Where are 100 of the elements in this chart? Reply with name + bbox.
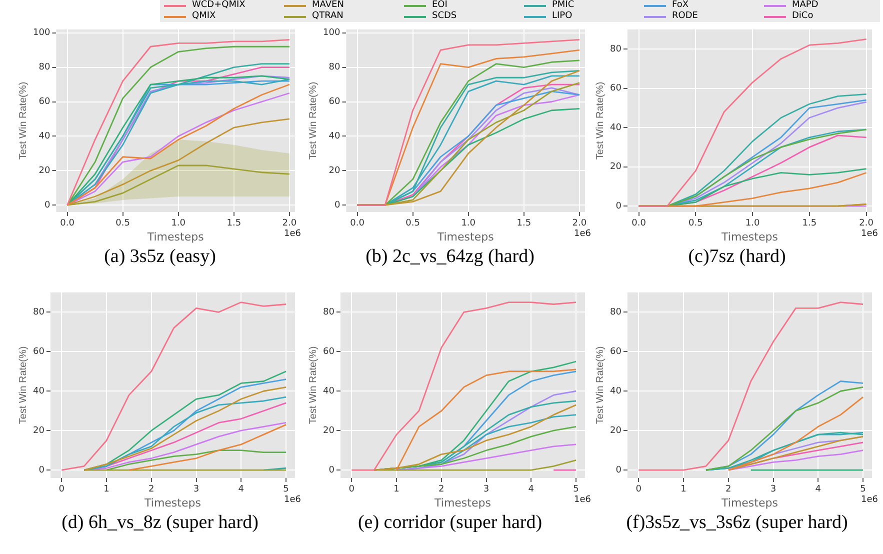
y-tick-label: 0	[334, 200, 340, 210]
x-tick-label: 2.0	[859, 218, 874, 229]
text: 1e6	[574, 228, 592, 239]
y-tick-label: 40	[33, 386, 45, 396]
y-axis-title: Test Win Rate(%)	[308, 82, 319, 160]
x-tick-label: 0.5	[406, 218, 420, 229]
text: 1e6	[284, 228, 302, 239]
y-axis-title: Test Win Rate(%)	[18, 82, 29, 160]
x-tick-label: 2.0	[572, 218, 587, 229]
x-tick-label: 1.5	[802, 218, 817, 229]
x-tick-label: 3	[770, 484, 776, 495]
text: 1e6	[284, 494, 302, 505]
x-axis-title: Timesteps	[436, 230, 494, 244]
y-tick-label: 40	[610, 386, 622, 396]
y-tick-label: 40	[38, 132, 50, 142]
x-tick-label: 0.0	[350, 218, 365, 229]
y-tick-label: 100	[322, 28, 340, 38]
x-tick-label: 5	[860, 484, 866, 495]
y-axis-title: Test Win Rate(%)	[594, 346, 606, 424]
x-tick-label: 1.0	[171, 218, 186, 229]
text: (f)3s5z_vs_3s6z (super hard)	[625, 512, 849, 534]
x-tick-label: 2	[438, 484, 444, 495]
y-tick-label: 80	[33, 307, 45, 318]
legend-label: DiCo	[792, 11, 814, 22]
legend-label: RODE	[672, 11, 698, 22]
legend-label: QTRAN	[312, 11, 344, 22]
y-tick-label: 60	[33, 346, 45, 357]
x-axis-title: Timesteps	[434, 496, 492, 510]
y-tick-label: 0	[44, 200, 50, 210]
y-tick-label: 0	[616, 201, 622, 212]
x-axis-title: Timesteps	[146, 230, 204, 244]
text: (b) 2c_vs_64zg (hard)	[364, 246, 536, 268]
text: 1e6	[861, 494, 878, 505]
x-tick-label: 0.5	[116, 218, 130, 229]
x-axis-title: Timesteps	[720, 496, 778, 510]
x-tick-label: 1	[680, 484, 686, 495]
legend-label: PMIC	[552, 0, 574, 11]
y-tick-label: 0	[38, 465, 45, 476]
text: (d) 6h_vs_8z (super hard)	[60, 512, 260, 534]
y-tick-label: 40	[328, 132, 340, 142]
x-axis-title: Timesteps	[720, 230, 778, 244]
x-tick-label: 2	[726, 484, 732, 495]
legend-label: WCD+QMIX	[192, 0, 246, 11]
y-tick-label: 80	[328, 62, 340, 73]
y-axis-title: Test Win Rate(%)	[18, 346, 29, 424]
y-tick-label: 60	[610, 84, 622, 94]
y-tick-label: 0	[328, 465, 335, 476]
x-tick-label: 1	[104, 484, 110, 495]
y-tick-label: 20	[328, 166, 340, 176]
x-tick-label: 1.5	[516, 218, 532, 229]
x-tick-label: 1.5	[226, 218, 242, 229]
x-tick-label: 4	[815, 484, 822, 495]
y-tick-label: 60	[610, 346, 622, 357]
text: (a) 3s5z (easy)	[103, 246, 217, 268]
x-tick-label: 1.0	[461, 218, 476, 229]
y-tick-label: 80	[323, 307, 335, 318]
x-tick-label: 2	[148, 484, 154, 495]
x-tick-label: 4	[528, 484, 534, 495]
y-tick-label: 60	[323, 346, 335, 357]
legend-label: LIPO	[552, 11, 572, 22]
text: (e) corridor (super hard)	[356, 512, 544, 534]
x-axis-title: Timesteps	[144, 496, 202, 510]
x-tick-label: 0	[636, 484, 642, 495]
y-tick-label: 40	[610, 122, 622, 133]
text: (c)7sz (hard)	[687, 246, 787, 268]
y-tick-label: 80	[38, 62, 50, 73]
legend-label: QMIX	[192, 11, 216, 22]
legend-label: FoX	[672, 0, 689, 11]
x-tick-label: 0	[348, 484, 355, 495]
y-axis-title: Test Win Rate(%)	[308, 346, 319, 424]
y-tick-label: 20	[610, 162, 622, 172]
y-tick-label: 40	[323, 386, 335, 396]
y-tick-label: 20	[323, 426, 335, 436]
text: 1e6	[574, 494, 592, 505]
x-tick-label: 3	[483, 484, 490, 495]
x-tick-label: 0.0	[60, 218, 75, 229]
y-tick-label: 60	[328, 97, 340, 108]
x-tick-label: 0.0	[632, 218, 646, 229]
y-tick-label: 80	[610, 44, 622, 54]
x-tick-label: 5	[283, 484, 289, 495]
x-tick-label: 1	[394, 484, 400, 495]
legend-label: MAPD	[792, 0, 818, 11]
legend-label: SCDS	[432, 11, 457, 22]
y-tick-label: 0	[616, 465, 622, 476]
legend-label: EOI	[432, 0, 448, 11]
y-tick-label: 20	[38, 166, 50, 176]
legend-label: MAVEN	[312, 0, 344, 11]
x-tick-label: 0.5	[688, 218, 703, 229]
x-tick-label: 1.0	[745, 218, 760, 229]
y-tick-label: 20	[33, 426, 45, 436]
y-tick-label: 80	[610, 307, 622, 318]
y-tick-label: 100	[32, 28, 50, 38]
y-axis-title: Test Win Rate(%)	[594, 82, 606, 160]
x-tick-label: 2.0	[282, 218, 297, 229]
y-tick-label: 20	[610, 426, 622, 436]
x-tick-label: 5	[573, 484, 579, 495]
x-tick-label: 0	[58, 484, 65, 495]
text: 1e6	[861, 228, 878, 239]
x-tick-label: 4	[238, 484, 244, 495]
y-tick-label: 60	[38, 97, 50, 108]
